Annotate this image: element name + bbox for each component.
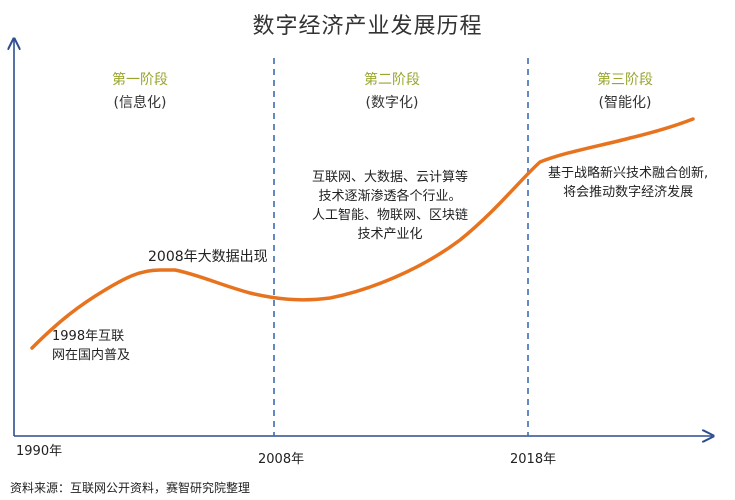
stage-2-header: 第二阶段 (数字化) <box>322 69 462 112</box>
annotation-1998-line-2: 网在国内普及 <box>52 348 131 363</box>
stage-2-sub: (数字化) <box>365 95 419 111</box>
stage-1-header: 第一阶段 (信息化) <box>70 69 210 112</box>
stage-2-desc-line-1: 互联网、大数据、云计算等 <box>312 170 469 185</box>
stage-3-name: 第三阶段 <box>597 72 653 88</box>
annotation-2008: 2008年大数据出现 <box>148 249 268 265</box>
stage-2-desc-line-4: 技术产业化 <box>357 227 423 242</box>
x-label-1990: 1990年 <box>16 444 63 459</box>
diagram-title: 数字经济产业发展历程 <box>252 14 483 39</box>
stage-2-name: 第二阶段 <box>364 72 420 88</box>
development-curve <box>30 117 695 350</box>
source-note: 资料来源：互联网公开资料，赛智研究院整理 <box>10 481 251 495</box>
stage-1-name: 第一阶段 <box>112 72 168 88</box>
stage-1-sub: (信息化) <box>113 95 167 111</box>
stage-3-desc-line-2: 将会推动数字经济发展 <box>563 185 694 200</box>
stage-2-description: 互联网、大数据、云计算等 技术逐渐渗透各个行业。 人工智能、物联网、区块链 技术… <box>312 168 468 244</box>
stage-2-desc-line-2: 技术逐渐渗透各个行业。 <box>318 189 462 204</box>
annotation-1998: 1998年互联 网在国内普及 <box>52 327 130 365</box>
stage-3-header: 第三阶段 (智能化) <box>555 69 695 112</box>
x-label-2018: 2018年 <box>510 452 557 467</box>
stage-2-desc-line-3: 人工智能、物联网、区块链 <box>312 208 469 223</box>
annotation-1998-line-1: 1998年互联 <box>52 329 125 344</box>
stage-3-sub: (智能化) <box>598 95 652 111</box>
stage-3-desc-line-1: 基于战略新兴技术融合创新, <box>548 166 709 181</box>
x-label-2008: 2008年 <box>258 452 305 467</box>
stage-3-description: 基于战略新兴技术融合创新, 将会推动数字经济发展 <box>548 164 708 202</box>
